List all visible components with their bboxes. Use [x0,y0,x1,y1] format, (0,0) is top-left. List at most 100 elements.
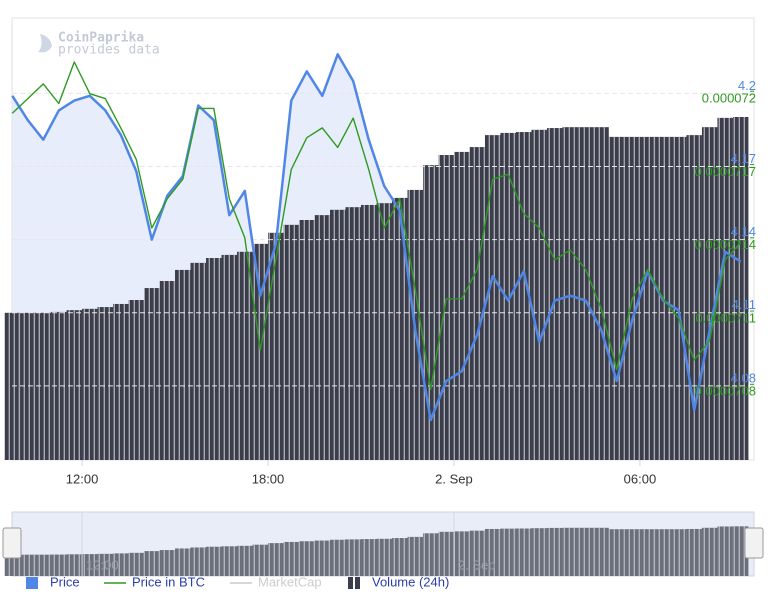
navigator-bar-stripe [237,545,253,576]
volume-bar-stripe [299,219,315,460]
navigator-bar-stripe [407,536,423,576]
navigator-bar-stripe [422,533,439,576]
volume-bar-stripe [531,129,547,461]
volume-bar-stripe [113,303,129,460]
watermark-note: provides data [58,43,160,58]
volume-bar-stripe [360,204,377,460]
navigator-bar-stripe [206,546,222,576]
y-tick-label: 4.11 [732,297,756,312]
volume-bar-stripe [717,117,733,460]
navigator-bar-stripe [577,527,594,576]
x-tick-label: 18:00 [252,471,285,486]
navigator-bar-stripe [97,553,114,576]
volume-bar-stripe [237,251,253,460]
navigator-bar-stripe [144,551,160,576]
y2-tick-label: 0.0000714 [695,237,756,252]
volume-bar-stripe [20,312,36,460]
y-tick-label: 4.17 [731,151,756,166]
navigator-bar-stripe [515,528,532,576]
navigator-bar-stripe [51,554,67,576]
navigator-bar-stripe [670,529,687,576]
x-tick-label: 2. Sep [435,471,473,486]
volume-bar-stripe [500,132,516,461]
volume-bar-stripe [593,127,609,460]
volume-bar-stripe [252,243,269,460]
navigator-bar-stripe [190,547,207,576]
legend-label[interactable]: Volume (24h) [372,574,449,589]
legend-label[interactable]: Price [50,574,80,589]
navigator-handle-left[interactable] [2,527,22,559]
volume-bar-stripe [515,132,532,460]
volume-bar-stripe [438,155,454,460]
navigator-bar-stripe [639,529,656,576]
volume-bar-stripe [268,232,284,460]
navigator-bar-stripe [624,529,640,576]
x-tick-label: 06:00 [624,471,657,486]
navigator-bar-stripe [686,528,702,576]
navigator-bar-stripe [438,531,454,576]
volume-bar-stripe [670,136,687,460]
legend-swatch-gap [353,577,355,589]
volume-bar-stripe [562,127,578,460]
navigator-bar-stripe [546,527,563,576]
volume-bar-stripe [469,147,485,460]
volume-bar-stripe [701,127,718,460]
volume-bar-stripe [546,128,563,461]
volume-bar-stripe [391,197,408,461]
volume-bar-stripe [175,269,191,460]
volume-bar-stripe [314,215,330,460]
volume-bar-stripe [144,288,160,460]
volume-bar-stripe [732,117,749,461]
volume-bar-stripe [376,203,392,460]
y2-tick-label: 0.0000708 [695,384,756,399]
navigator-bar-stripe [701,527,718,576]
navigator-bar-stripe [175,548,191,576]
y2-tick-label: 0.000072 [702,91,756,106]
volume-bar-stripe [66,310,83,460]
y-tick-label: 4.14 [731,224,756,239]
volume-bar-stripe [345,207,361,460]
navigator-label: 12:00 [86,557,119,572]
volume-bar-stripe [159,280,176,460]
navigator-bar-stripe [299,541,315,576]
volume-bar-stripe [206,258,222,460]
navigator-bar-stripe [484,528,501,576]
navigator-bar-stripe [159,550,176,576]
navigator-bar-stripe [593,527,609,576]
y2-tick-label: 0.0000717 [695,164,756,179]
navigator-bar-stripe [66,554,83,576]
y2-tick-label: 0.0000711 [696,310,757,325]
navigator-bar-stripe [314,540,330,576]
volume-bar-stripe [82,308,98,460]
volume-bar-stripe [97,307,114,460]
x-tick-label: 12:00 [66,471,99,486]
navigator-bar-stripe [20,554,36,576]
volume-bar-stripe [4,312,21,460]
navigator-bar-stripe [113,553,129,576]
navigator-label: 2. Sep [458,557,496,572]
navigator-bar-stripe [4,554,21,576]
navigator-bar-stripe [221,546,238,576]
navigator-bar-stripe [128,552,145,576]
volume-bar-stripe [330,209,346,460]
volume-bar-stripe [35,312,52,460]
volume-bar-stripe [608,136,625,460]
series-line [11,53,742,422]
navigator-bar-stripe [717,526,733,576]
navigator-handle-right[interactable] [744,527,764,559]
series-line [11,61,742,390]
volume-bar-stripe [190,262,207,460]
navigator-bar-stripe [35,554,52,576]
navigator-bar-stripe [562,527,578,576]
navigator-bar-stripe [82,554,98,576]
y-tick-label: 4.2 [738,78,756,93]
volume-bar-stripe [577,127,594,460]
legend-swatch [26,577,38,589]
volume-bar-stripe [639,136,656,460]
navigator-bar-stripe [330,539,346,576]
navigator-bar-stripe [376,538,392,576]
navigator-bar-stripe [655,529,671,576]
legend-label[interactable]: Price in BTC [132,574,205,589]
legend-label[interactable]: MarketCap [258,574,322,589]
